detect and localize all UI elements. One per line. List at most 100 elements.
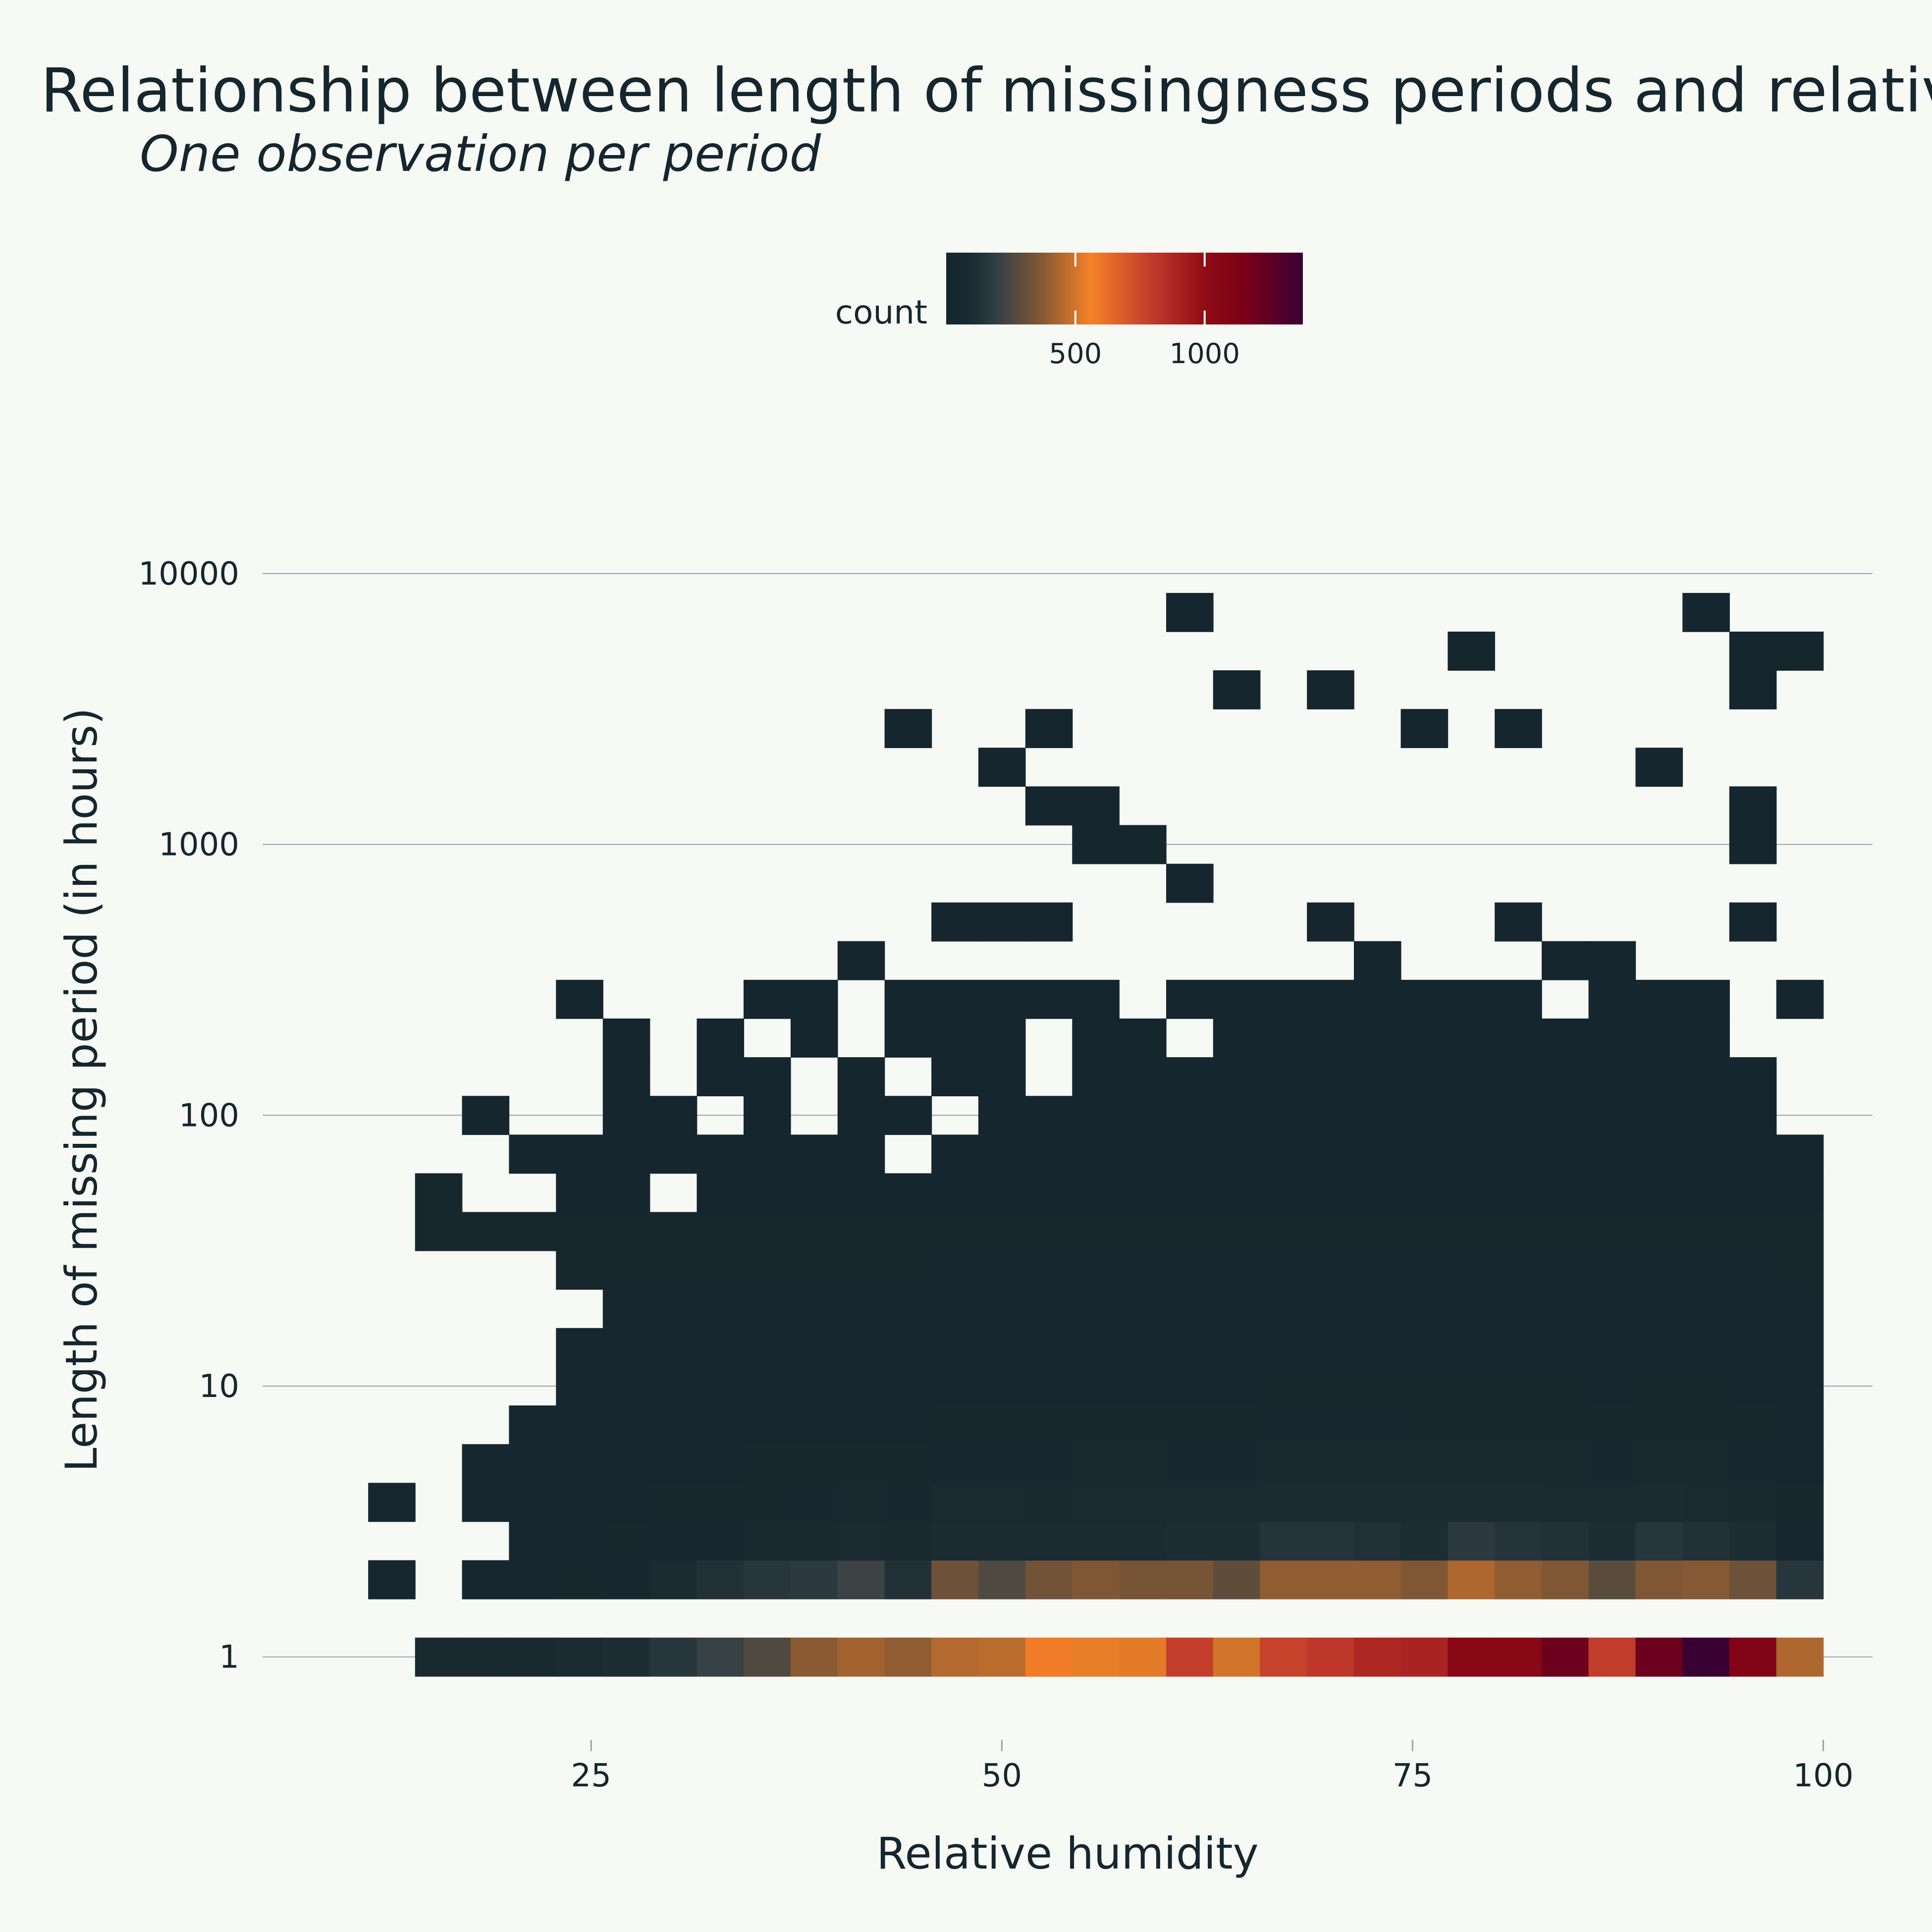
heatmap-cell-r0-c20 xyxy=(1307,1637,1354,1677)
heatmap-cell-r10-c20 xyxy=(1307,1212,1354,1251)
heatmap-cell-r8-c5 xyxy=(602,1289,650,1329)
heatmap-cell-r2-c8 xyxy=(744,1521,791,1561)
heatmap-cell-r5-c19 xyxy=(1260,1405,1307,1445)
heatmap-cell-r11-c27 xyxy=(1635,1173,1683,1213)
heatmap-cell-r8-c15 xyxy=(1072,1289,1120,1329)
heatmap-cell-r11-c8 xyxy=(744,1173,791,1213)
heatmap-cell-r2-c6 xyxy=(649,1521,698,1561)
heatmap-cell-r10-c14 xyxy=(1025,1212,1073,1251)
heatmap-cell-r19-c17 xyxy=(1166,863,1214,903)
heatmap-cell-r3-c25 xyxy=(1542,1483,1589,1522)
heatmap-cell-r17-c21 xyxy=(1354,941,1401,980)
heatmap-cell-r6-c16 xyxy=(1119,1367,1167,1406)
heatmap-cell-r6-c15 xyxy=(1072,1367,1120,1406)
heatmap-cell-r8-c26 xyxy=(1588,1289,1636,1329)
heatmap-cell-r8-c18 xyxy=(1213,1289,1261,1329)
heatmap-cell-r16-c24 xyxy=(1495,979,1542,1019)
heatmap-cell-r12-c28 xyxy=(1682,1134,1730,1174)
heatmap-cell-r3-c29 xyxy=(1729,1483,1777,1522)
heatmap-cell-r3-c15 xyxy=(1072,1483,1120,1522)
heatmap-cell-r11-c9 xyxy=(790,1173,838,1213)
heatmap-cell-r5-c25 xyxy=(1542,1405,1589,1445)
x-tick-label-50: 50 xyxy=(982,1758,1022,1794)
heatmap-cell-r12-c4 xyxy=(556,1134,603,1174)
heatmap-cell-r6-c24 xyxy=(1495,1367,1542,1406)
heatmap-cell-r13-c15 xyxy=(1072,1096,1120,1135)
x-tick-label-25: 25 xyxy=(571,1758,611,1794)
heatmap-cell-r7-c19 xyxy=(1260,1328,1307,1367)
heatmap-cell-r12-c15 xyxy=(1072,1134,1120,1174)
heatmap-cell-r11-c11 xyxy=(884,1173,932,1213)
heatmap-cell-r11-c16 xyxy=(1119,1173,1167,1213)
heatmap-cell-r9-c6 xyxy=(649,1250,698,1290)
heatmap-cell-r8-c12 xyxy=(931,1289,979,1329)
heatmap-cell-r14-c21 xyxy=(1354,1057,1401,1096)
heatmap-cell-r16-c15 xyxy=(1072,979,1120,1019)
heatmap-cell-r11-c29 xyxy=(1729,1173,1777,1213)
heatmap-cell-r12-c21 xyxy=(1354,1134,1401,1174)
heatmap-cell-r0-c1 xyxy=(415,1637,463,1677)
heatmap-cell-r16-c9 xyxy=(790,979,838,1019)
heatmap-cell-r8-c21 xyxy=(1354,1289,1401,1329)
heatmap-cell-r5-c9 xyxy=(790,1405,838,1445)
heatmap-cell-r3-c21 xyxy=(1354,1483,1401,1522)
heatmap-cell-r0-c2 xyxy=(462,1637,510,1677)
heatmap-cell-r6-c20 xyxy=(1307,1367,1354,1406)
heatmap-cell-r4-c30 xyxy=(1776,1444,1824,1484)
heatmap-cell-r7-c29 xyxy=(1729,1328,1777,1367)
y-tick-label-1000: 1000 xyxy=(159,827,239,863)
heatmap-cell-r21-c15 xyxy=(1072,786,1120,826)
heatmap-cell-r26-c17 xyxy=(1166,592,1214,632)
heatmap-cell-r4-c13 xyxy=(978,1444,1026,1484)
heatmap-cell-r16-c13 xyxy=(978,979,1026,1019)
heatmap-cell-r14-c22 xyxy=(1400,1057,1449,1096)
heatmap-cell-r14-c10 xyxy=(837,1057,885,1096)
heatmap-cell-r6-c23 xyxy=(1448,1367,1495,1406)
heatmap-cell-r9-c4 xyxy=(556,1250,603,1290)
heatmap-cell-r6-c5 xyxy=(602,1367,650,1406)
heatmap-cell-r13-c18 xyxy=(1213,1096,1261,1135)
heatmap-cell-r3-c2 xyxy=(462,1483,510,1522)
heatmap-cell-r11-c22 xyxy=(1400,1173,1449,1213)
heatmap-cell-r4-c19 xyxy=(1260,1444,1307,1484)
heatmap-cell-r10-c10 xyxy=(837,1212,885,1251)
heatmap-cell-r14-c16 xyxy=(1119,1057,1167,1096)
heatmap-cell-r1-c23 xyxy=(1448,1560,1495,1600)
heatmap-cell-r1-c3 xyxy=(509,1560,556,1600)
heatmap-cell-r17-c26 xyxy=(1588,941,1636,980)
heatmap-cell-r16-c20 xyxy=(1307,979,1354,1019)
heatmap-cell-r10-c17 xyxy=(1166,1212,1214,1251)
heatmap-cell-r0-c11 xyxy=(884,1637,932,1677)
heatmap-cell-r3-c18 xyxy=(1213,1483,1261,1522)
color-legend: count 500 1000 xyxy=(835,253,1303,370)
heatmap-cell-r5-c8 xyxy=(744,1405,791,1445)
heatmap-cell-r9-c7 xyxy=(697,1250,745,1290)
heatmap-cell-r5-c12 xyxy=(931,1405,979,1445)
heatmap-cell-r0-c23 xyxy=(1448,1637,1495,1677)
heatmap-cell-r16-c18 xyxy=(1213,979,1261,1019)
heatmap-cell-r24-c20 xyxy=(1307,670,1354,709)
heatmap-cell-r9-c28 xyxy=(1682,1250,1730,1290)
heatmap-cell-r0-c4 xyxy=(556,1637,603,1677)
heatmap-cell-r4-c9 xyxy=(790,1444,838,1484)
heatmap-cell-r6-c26 xyxy=(1588,1367,1636,1406)
heatmap-cell-r9-c18 xyxy=(1213,1250,1261,1290)
heatmap-cell-r14-c7 xyxy=(697,1057,745,1096)
heatmap-cell-r7-c4 xyxy=(556,1328,603,1367)
heatmap-cell-r12-c29 xyxy=(1729,1134,1777,1174)
heatmap-cell-r9-c15 xyxy=(1072,1250,1120,1290)
heatmap-cell-r11-c28 xyxy=(1682,1173,1730,1213)
heatmap-cell-r10-c4 xyxy=(556,1212,603,1251)
heatmap-cell-r13-c17 xyxy=(1166,1096,1214,1135)
heatmap-cell-r18-c14 xyxy=(1025,902,1073,942)
heatmap-cell-r3-c26 xyxy=(1588,1483,1636,1522)
heatmap-cell-r4-c23 xyxy=(1448,1444,1495,1484)
heatmap-cell-r14-c18 xyxy=(1213,1057,1261,1096)
heatmap-cell-r8-c9 xyxy=(790,1289,838,1329)
heatmap-cell-r10-c5 xyxy=(602,1212,650,1251)
heatmap-cell-r7-c26 xyxy=(1588,1328,1636,1367)
heatmap-cell-r21-c29 xyxy=(1729,786,1777,826)
heatmap-cell-r6-c27 xyxy=(1635,1367,1683,1406)
heatmap-cell-r22-c27 xyxy=(1635,748,1683,787)
heatmap-cell-r3-c22 xyxy=(1400,1483,1449,1522)
